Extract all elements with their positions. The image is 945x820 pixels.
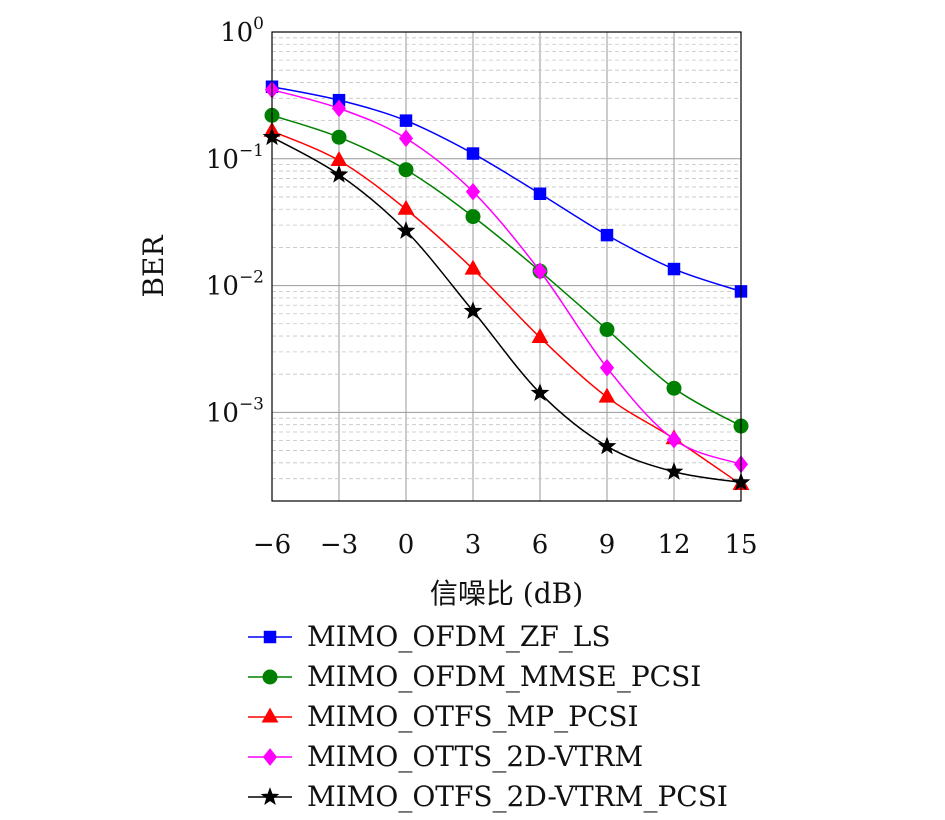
y-tick-label: 10−3 (206, 394, 264, 428)
data-point-square (533, 187, 547, 200)
legend-marker (262, 748, 278, 766)
data-point-diamond (666, 430, 682, 449)
axis-labels: −6 −3 0 3 6 9 12 15 100 10−1 10−2 10−3 (206, 14, 758, 560)
x-tick-label: 12 (657, 530, 690, 560)
legend-marker (262, 669, 278, 685)
data-point-diamond (532, 262, 548, 280)
data-point-triangle (397, 199, 415, 215)
legend-item: MIMO_OTFS_2D-VTRM_PCSI (248, 780, 728, 813)
data-point-star (664, 461, 684, 480)
series-line (271, 89, 742, 465)
data-point-star (329, 164, 349, 183)
data-point-star (396, 221, 416, 239)
data-point-square (466, 147, 480, 160)
legend-item: MIMO_OTTS_2D-VTRM (248, 740, 643, 773)
plot-frame (271, 31, 742, 502)
x-tick-label: 6 (532, 530, 549, 560)
data-point-square (600, 228, 614, 242)
series-layer (262, 80, 751, 491)
legend-label: MIMO_OTFS_MP_PCSI (307, 700, 639, 733)
data-point-star (597, 436, 617, 455)
x-tick-label: −6 (253, 530, 291, 560)
legend-item: MIMO_OFDM_ZF_LS (248, 620, 611, 653)
data-point-star (530, 383, 550, 402)
data-point-diamond (398, 129, 414, 148)
data-point-square (399, 114, 413, 127)
legend-marker (263, 630, 277, 644)
series-line (271, 86, 742, 293)
legend-marker (261, 707, 279, 723)
y-axis-title: BER (137, 235, 170, 298)
series-line (271, 114, 742, 427)
legend-label: MIMO_OFDM_MMSE_PCSI (307, 660, 701, 693)
legend-label: MIMO_OFDM_ZF_LS (307, 620, 611, 653)
legend-label: MIMO_OTTS_2D-VTRM (307, 740, 643, 773)
data-point-star (463, 301, 483, 319)
x-tick-label: 0 (398, 530, 415, 560)
x-tick-label: 3 (465, 530, 482, 560)
legend-label: MIMO_OTFS_2D-VTRM_PCSI (307, 780, 728, 813)
y-tick-label: 10−2 (206, 268, 264, 302)
legend-item: MIMO_OTFS_MP_PCSI (248, 700, 639, 733)
data-point-square (667, 262, 681, 276)
data-point-circle (666, 380, 682, 396)
x-axis-title: 信噪比 (dB) (430, 577, 583, 610)
x-tick-label: −3 (320, 530, 358, 560)
data-point-circle (465, 209, 481, 225)
y-tick-label: 10−1 (206, 141, 264, 175)
legend-marker (260, 787, 280, 805)
series-square (265, 80, 748, 298)
data-point-triangle (464, 259, 482, 275)
grid (271, 31, 742, 502)
data-point-diamond (331, 99, 347, 118)
x-tick-label: 9 (599, 530, 616, 560)
data-point-circle (398, 162, 414, 178)
data-point-triangle (531, 328, 549, 343)
data-point-diamond (599, 358, 615, 377)
data-point-circle (599, 322, 615, 338)
data-point-circle (331, 129, 347, 145)
data-point-triangle (598, 387, 616, 403)
legend: MIMO_OFDM_ZF_LS MIMO_OFDM_MMSE_PCSI MIMO_O… (248, 620, 728, 813)
series-line (271, 130, 742, 486)
series-diamond (264, 80, 749, 474)
series-line (271, 136, 742, 484)
y-tick-label: 100 (220, 14, 264, 48)
legend-item: MIMO_OFDM_MMSE_PCSI (248, 660, 701, 693)
data-point-diamond (465, 182, 481, 201)
x-tick-label: 15 (724, 530, 757, 560)
